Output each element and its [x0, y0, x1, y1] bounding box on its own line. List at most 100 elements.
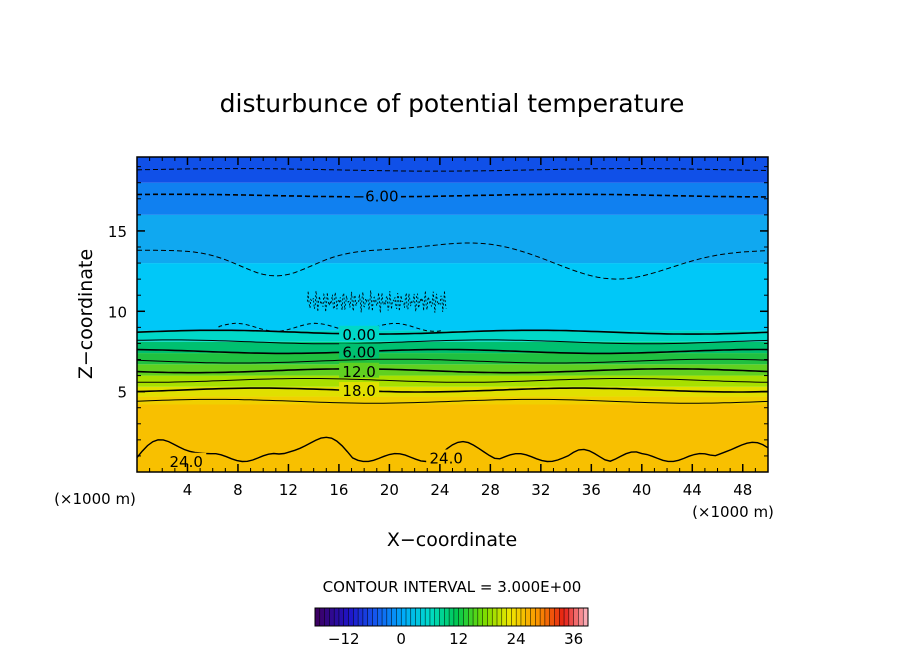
contour-label-bg — [166, 452, 207, 468]
colorbar-cell — [535, 608, 541, 626]
dashed-contour-line — [218, 322, 444, 332]
colorbar-cell — [396, 608, 402, 626]
colorbar-cell — [463, 608, 469, 626]
x-axis-ticks: 4 8 12 16 20 24 28 32 36 40 44 48 — [149, 157, 756, 499]
contour-label-bg — [426, 449, 467, 465]
contour-label: 6.00 — [342, 343, 375, 361]
colorbar-ticks: −12 0 12 24 36 — [328, 630, 583, 648]
x-tick-label: 16 — [329, 481, 348, 499]
x-tick-label: 44 — [683, 481, 702, 499]
x-tick-label: 4 — [183, 481, 193, 499]
x-tick-label: 32 — [531, 481, 550, 499]
colorbar-cell — [434, 608, 440, 626]
colorbar-cell — [362, 608, 368, 626]
x-tick-label: 20 — [380, 481, 399, 499]
y-axis-ticks: 5 10 15 — [108, 166, 768, 457]
y-tick-label: 10 — [108, 303, 127, 321]
contour-label: 18.0 — [342, 382, 375, 400]
colorbar-cell — [420, 608, 426, 626]
dashed-contour-line — [137, 168, 768, 172]
contour-label-bg — [339, 362, 380, 378]
colorbar-cell — [520, 608, 527, 626]
colorbar-cell — [391, 608, 397, 626]
x-unit-left: (×1000 m) — [54, 490, 136, 508]
colorbar-tick-label: 0 — [396, 630, 406, 648]
chart-title: disturbunce of potential temperature — [220, 89, 685, 118]
colorbar-cell — [506, 608, 512, 626]
colorbar-cell — [501, 608, 507, 626]
x-tick-label: 8 — [233, 481, 243, 499]
contour-line — [137, 378, 768, 383]
colorbar-cell — [425, 608, 431, 626]
colorbar-cell — [516, 608, 522, 626]
colorbar-cell — [415, 608, 421, 626]
colorbar — [314, 607, 589, 627]
contour-interval-label: CONTOUR INTERVAL = 3.000E+00 — [323, 578, 582, 596]
colorbar-cell — [549, 608, 555, 626]
colorbar-tick-label: 36 — [564, 630, 583, 648]
y-tick-label: 5 — [117, 384, 127, 402]
colorbar-cell — [406, 608, 412, 626]
colorbar-cell — [338, 608, 345, 626]
colorbar-cell — [544, 608, 550, 626]
contour-band — [137, 157, 768, 183]
contour-label-bg — [351, 187, 401, 203]
contour-label: 12.0 — [342, 363, 375, 381]
colorbar-cell — [319, 608, 325, 626]
colorbar-cell — [449, 608, 455, 626]
contour-label: 24.0 — [170, 453, 203, 471]
colorbar-cell — [453, 608, 459, 626]
colorbar-cell — [410, 608, 416, 626]
colorbar-cell — [382, 608, 388, 626]
colorbar-cell — [353, 608, 359, 626]
contour-line — [137, 387, 768, 393]
colorbar-cell — [401, 608, 407, 626]
colorbar-cell — [343, 608, 349, 626]
colorbar-cell — [458, 608, 464, 626]
colorbar-cell — [377, 608, 383, 626]
contour-band — [137, 214, 768, 264]
dashed-contour-line — [137, 242, 768, 280]
contour-band — [137, 353, 768, 365]
colorbar-cell — [468, 608, 474, 626]
x-tick-label: 36 — [582, 481, 601, 499]
contour-band — [137, 263, 768, 331]
contour-line — [137, 339, 768, 345]
colorbar-cell — [358, 608, 364, 626]
colorbar-cell — [429, 608, 436, 626]
colorbar-cell — [324, 608, 330, 626]
colorbar-frame — [314, 607, 589, 627]
colorbar-cell — [477, 608, 483, 626]
contour-labels: −6.00 0.006.00 12.018.0 24.0 24.0 — [166, 187, 467, 471]
contour-line — [137, 436, 768, 463]
colorbar-cell — [564, 608, 570, 626]
colorbar-cell — [554, 608, 560, 626]
contour-band — [137, 364, 768, 376]
colorbar-cell — [511, 608, 517, 626]
colorbar-cell — [583, 608, 589, 626]
contour-band — [137, 396, 768, 405]
colorbar-tick-label: 12 — [449, 630, 468, 648]
colorbar-cell — [315, 608, 321, 626]
x-axis-label: X−coordinate — [387, 529, 517, 551]
x-tick-label: 48 — [733, 481, 752, 499]
x-tick-label: 24 — [430, 481, 449, 499]
y-axis-label: Z−coordinate — [75, 249, 97, 379]
colorbar-cell — [487, 608, 493, 626]
x-tick-label: 40 — [632, 481, 651, 499]
y-tick-label: 15 — [108, 223, 127, 241]
x-tick-label: 12 — [279, 481, 298, 499]
filled-contour-bands — [137, 157, 768, 472]
colorbar-cell — [482, 608, 488, 626]
colorbar-tick-label: 24 — [507, 630, 526, 648]
contour-band — [137, 375, 768, 387]
colorbar-cell — [439, 608, 445, 626]
dashed-contour-line — [137, 193, 768, 198]
x-unit-right: (×1000 m) — [692, 503, 774, 521]
contour-label-bg — [339, 343, 380, 359]
contour-line — [137, 368, 768, 374]
dashed-contour-line — [307, 290, 447, 313]
contour-label: −6.00 — [353, 188, 399, 206]
colorbar-cell — [473, 608, 479, 626]
